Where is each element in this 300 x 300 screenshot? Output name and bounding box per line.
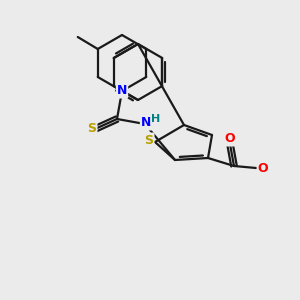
Text: S: S — [88, 122, 97, 136]
Text: S: S — [145, 134, 154, 146]
Text: O: O — [258, 161, 268, 175]
Text: H: H — [152, 114, 160, 124]
Text: N: N — [117, 85, 127, 98]
Text: N: N — [141, 116, 151, 130]
Text: O: O — [225, 133, 235, 146]
